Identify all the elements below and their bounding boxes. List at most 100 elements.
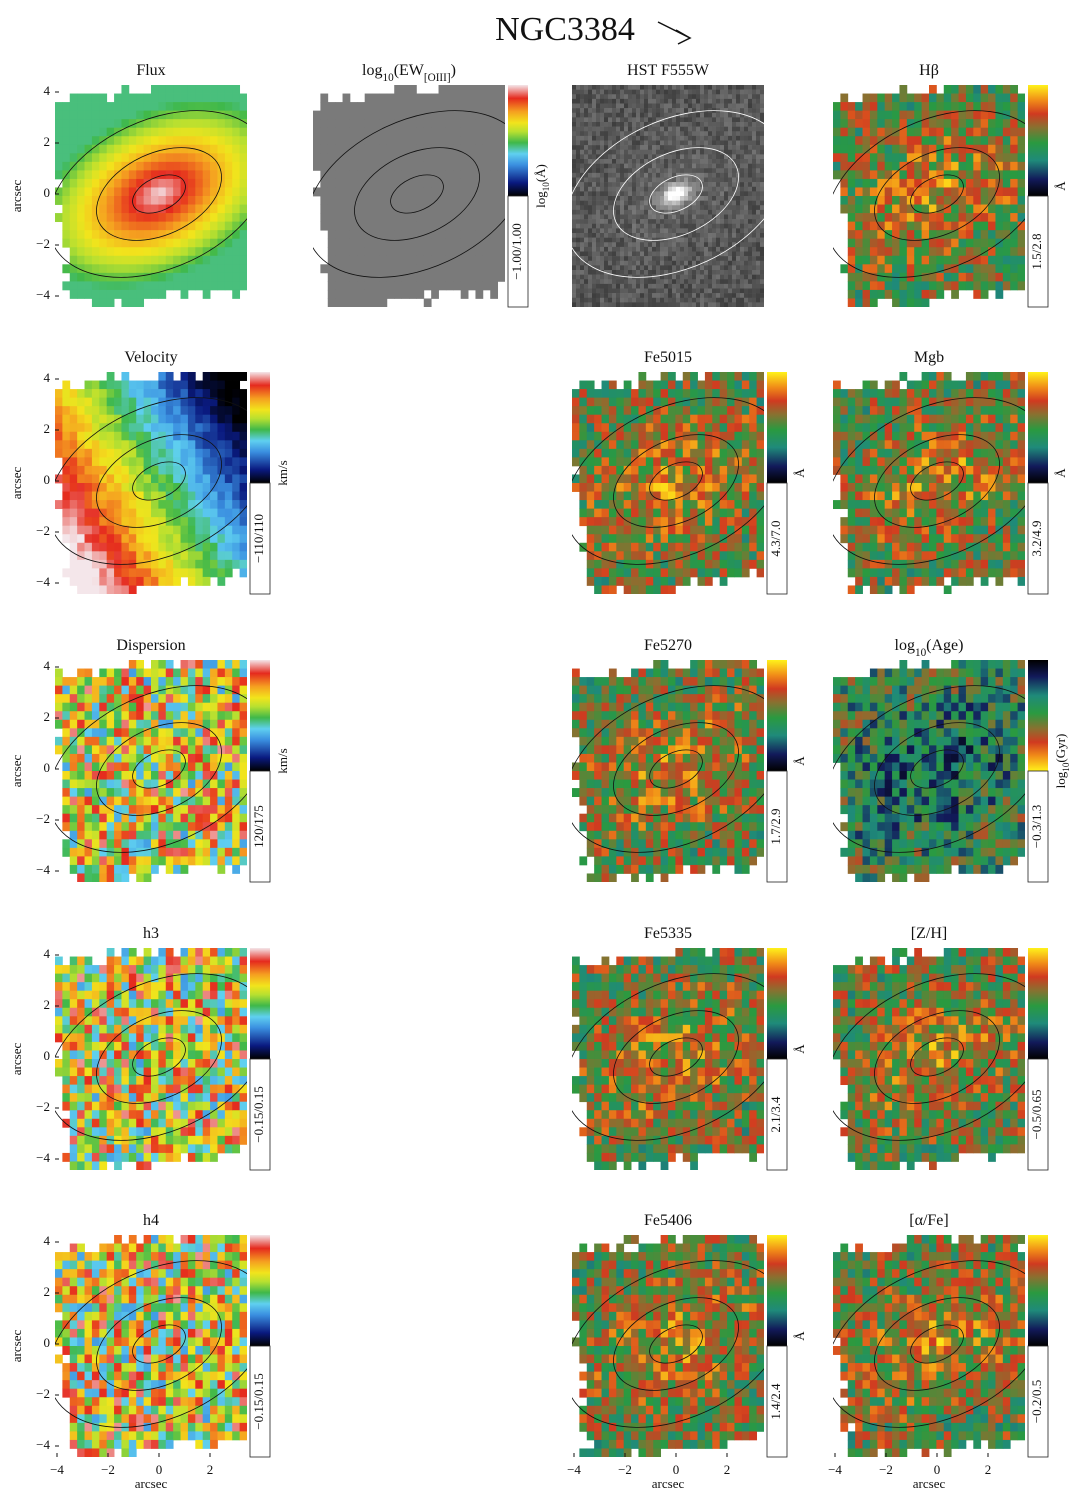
map-pixel	[624, 242, 629, 248]
map-pixel	[728, 89, 733, 95]
colorbar-unit-part: Å	[1053, 181, 1068, 191]
map-pixel	[151, 500, 159, 510]
map-pixel	[660, 89, 665, 95]
map-pixel	[708, 270, 713, 275]
map-pixel	[180, 457, 189, 467]
map-pixel	[158, 247, 167, 257]
map-pixel	[958, 85, 967, 94]
map-pixel	[752, 168, 757, 174]
map-pixel	[576, 154, 581, 160]
map-pixel	[224, 93, 233, 103]
map-pixel	[576, 186, 581, 192]
map-pixel	[357, 187, 366, 197]
map-pixel	[708, 112, 713, 118]
map	[55, 372, 247, 594]
map-pixel	[327, 187, 336, 197]
map-pixel	[431, 204, 439, 214]
map-pixel	[676, 288, 681, 294]
map-pixel	[445, 272, 454, 282]
map-pixel	[616, 177, 621, 183]
map-pixel	[195, 221, 204, 231]
map-pixel	[1017, 187, 1025, 197]
isophote	[572, 110, 764, 278]
map-pixel	[588, 103, 593, 109]
map-pixel	[394, 204, 403, 214]
map-pixel	[684, 260, 689, 266]
map-pixel	[576, 103, 581, 109]
map-pixel	[748, 168, 753, 174]
map-pixel	[616, 431, 625, 441]
map-pixel	[936, 144, 945, 154]
map-pixel	[748, 297, 753, 303]
map-pixel	[445, 127, 454, 137]
map-pixel	[91, 491, 100, 501]
map-pixel	[668, 196, 673, 201]
map-pixel	[364, 238, 373, 248]
map-pixel	[106, 491, 115, 501]
map-pixel	[914, 247, 923, 257]
map-pixel	[760, 149, 764, 155]
map-pixel	[660, 251, 665, 257]
map-pixel	[672, 297, 677, 303]
map-pixel	[608, 474, 617, 484]
map-pixel	[612, 205, 617, 211]
map-pixel	[584, 274, 589, 280]
map-pixel	[958, 264, 967, 274]
map-pixel	[62, 440, 71, 450]
map-pixel	[696, 288, 701, 294]
map-pixel	[128, 298, 137, 307]
map-pixel	[748, 233, 753, 238]
map-pixel	[91, 389, 100, 399]
map-pixel	[364, 153, 373, 163]
map-pixel	[656, 108, 661, 114]
map-pixel	[576, 196, 581, 201]
map-pixel	[936, 289, 945, 299]
map-pixel	[580, 200, 585, 206]
map-pixel	[195, 448, 204, 458]
map-pixel	[232, 196, 241, 205]
map-pixel	[128, 389, 137, 399]
map-pixel	[656, 191, 661, 197]
map-pixel	[62, 406, 71, 416]
map-pixel	[604, 131, 609, 137]
map-pixel	[744, 228, 749, 234]
map-pixel	[712, 117, 717, 123]
map-pixel	[712, 293, 717, 299]
map-pixel	[660, 122, 665, 127]
map-pixel	[202, 247, 211, 257]
map-pixel	[592, 117, 597, 123]
map-pixel	[379, 110, 388, 120]
map-pixel	[202, 576, 211, 586]
map-pixel	[672, 172, 677, 178]
map-pixel	[756, 98, 761, 104]
map-pixel	[475, 196, 484, 205]
panel-title-part: Hβ	[919, 62, 939, 79]
map-pixel	[77, 264, 85, 274]
map-pixel	[187, 431, 196, 441]
map-pixel	[342, 204, 351, 214]
map-pixel	[604, 260, 609, 266]
map-pixel	[696, 103, 701, 109]
map-pixel	[210, 517, 218, 527]
map-pixel	[752, 260, 757, 266]
map-pixel	[951, 187, 959, 197]
map-pixel	[656, 135, 661, 141]
map-pixel	[752, 297, 757, 303]
map-pixel	[202, 525, 211, 535]
map-pixel	[239, 170, 247, 180]
map-pixel	[460, 289, 469, 299]
map-pixel	[640, 191, 645, 197]
map-pixel	[594, 576, 602, 586]
map-pixel	[232, 474, 241, 484]
map-pixel	[608, 389, 617, 399]
map-pixel	[748, 112, 753, 118]
map-pixel	[636, 219, 641, 225]
map-pixel	[1010, 272, 1019, 282]
map-pixel	[187, 238, 196, 248]
map-pixel	[600, 265, 605, 271]
map-pixel	[732, 98, 737, 104]
map-pixel	[612, 149, 617, 155]
map-pixel	[847, 102, 856, 112]
map-pixel	[664, 219, 669, 225]
